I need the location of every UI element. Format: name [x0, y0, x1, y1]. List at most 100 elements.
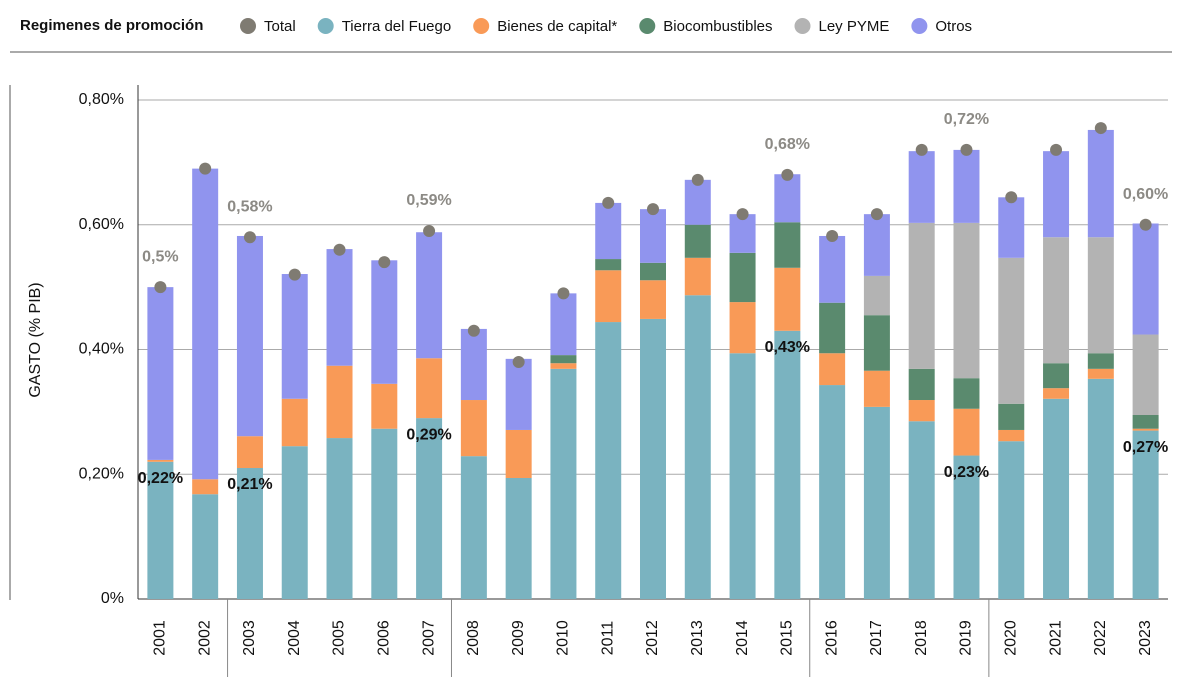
bar-segment — [953, 222, 980, 379]
total-dot — [1005, 191, 1018, 204]
x-tick-label: 2015 — [779, 620, 796, 656]
bar-segment — [774, 174, 801, 223]
bar-segment — [819, 235, 846, 303]
bar-segment — [1132, 334, 1159, 415]
legend-title: Regimenes de promoción — [20, 17, 203, 34]
bar-segment — [819, 302, 846, 354]
bar-segment — [281, 398, 308, 447]
bar-segment — [998, 429, 1025, 442]
x-tick-label: 2004 — [286, 620, 303, 656]
legend-swatch — [911, 18, 928, 34]
bar-segment — [729, 302, 756, 354]
total-dot — [243, 231, 256, 244]
bar-segment — [1132, 223, 1159, 335]
total-dot — [1050, 143, 1063, 156]
bar-segment — [640, 280, 666, 319]
bar-segment — [640, 262, 666, 281]
x-tick-label: 2008 — [465, 620, 482, 656]
bar-segment — [774, 330, 801, 599]
x-tick-label: 2012 — [644, 620, 661, 656]
total-dot — [1094, 122, 1107, 135]
legend-label: Ley PYME — [819, 18, 890, 35]
bar-segment — [595, 259, 622, 271]
bar-segment — [595, 270, 622, 323]
total-label: 0,5% — [142, 248, 178, 265]
x-tick-label: 2021 — [1047, 620, 1064, 656]
bar-segment — [684, 257, 711, 296]
bar-segment — [326, 365, 353, 439]
value-label: 0,23% — [944, 464, 989, 481]
bar-segment — [236, 468, 263, 599]
bar-segment — [1132, 430, 1159, 599]
value-label: 0,22% — [138, 470, 183, 487]
total-dot — [870, 208, 883, 221]
bar-segment — [863, 214, 890, 276]
bar-segment — [953, 455, 980, 599]
x-tick-label: 2016 — [823, 620, 840, 656]
bar-segment — [236, 436, 263, 469]
bar-segment — [863, 275, 890, 316]
total-dot — [691, 173, 704, 186]
bar-segment — [774, 222, 801, 268]
legend-swatch — [794, 18, 811, 34]
x-tick-label: 2020 — [1002, 620, 1019, 656]
bar-segment — [640, 318, 666, 599]
bar-segment — [595, 202, 622, 260]
x-tick-label: 2007 — [420, 620, 437, 656]
bar-segment — [640, 209, 666, 263]
bar-segment — [1043, 237, 1070, 364]
total-dot — [1139, 218, 1152, 231]
y-tick-label: 0,40% — [79, 341, 124, 358]
legend-swatch — [317, 18, 334, 34]
bar-segment — [774, 267, 801, 331]
x-tick-label: 2003 — [241, 620, 258, 656]
total-dot — [423, 224, 436, 237]
bar-segment — [863, 370, 890, 407]
bar-segment — [998, 257, 1025, 404]
bar-segment — [998, 441, 1025, 599]
x-tick-label: 2006 — [376, 620, 393, 656]
bar-segment — [236, 235, 263, 437]
bar-segment — [819, 385, 846, 599]
legend-label: Biocombustibles — [663, 18, 772, 35]
bar-segment — [326, 438, 353, 599]
total-dot — [736, 208, 749, 221]
bar-segment — [998, 197, 1025, 258]
bar-segment — [729, 252, 756, 303]
bar-segment — [1043, 363, 1070, 389]
x-tick-label: 2001 — [152, 620, 169, 656]
total-dot — [960, 143, 973, 156]
bar-segment — [460, 400, 487, 457]
bar-segment — [1132, 414, 1159, 429]
bar-segment — [550, 355, 577, 364]
bar-segment — [1043, 151, 1070, 238]
legend-label: Total — [264, 18, 296, 35]
bar-segment — [819, 353, 846, 386]
total-label: 0,72% — [944, 111, 989, 128]
legend-swatch — [473, 18, 490, 34]
bar-segment — [1043, 388, 1070, 399]
bar-segment — [908, 421, 935, 599]
legend-label: Tierra del Fuego — [342, 18, 452, 35]
y-tick-label: 0% — [101, 590, 124, 607]
bar-segment — [192, 479, 219, 495]
bar-segment — [550, 368, 577, 599]
bar-segment — [863, 406, 890, 599]
value-label: 0,29% — [406, 426, 451, 443]
y-tick-label: 0,20% — [79, 465, 124, 482]
bar-segment — [1087, 378, 1114, 599]
bar-segment — [684, 179, 711, 225]
bar-segment — [1087, 129, 1114, 238]
bar-segment — [192, 494, 219, 599]
bar-segment — [147, 459, 174, 462]
bar-segment — [147, 287, 174, 460]
y-axis-title: GASTO (% PIB) — [27, 282, 44, 397]
total-dot — [467, 324, 480, 337]
total-dot — [602, 196, 615, 209]
legend-swatch — [639, 18, 656, 34]
total-label: 0,59% — [406, 192, 451, 209]
y-tick-label: 0,80% — [79, 91, 124, 108]
bar-segment — [908, 368, 935, 401]
total-label: 0,58% — [227, 198, 272, 215]
bar-segment — [1087, 237, 1114, 354]
